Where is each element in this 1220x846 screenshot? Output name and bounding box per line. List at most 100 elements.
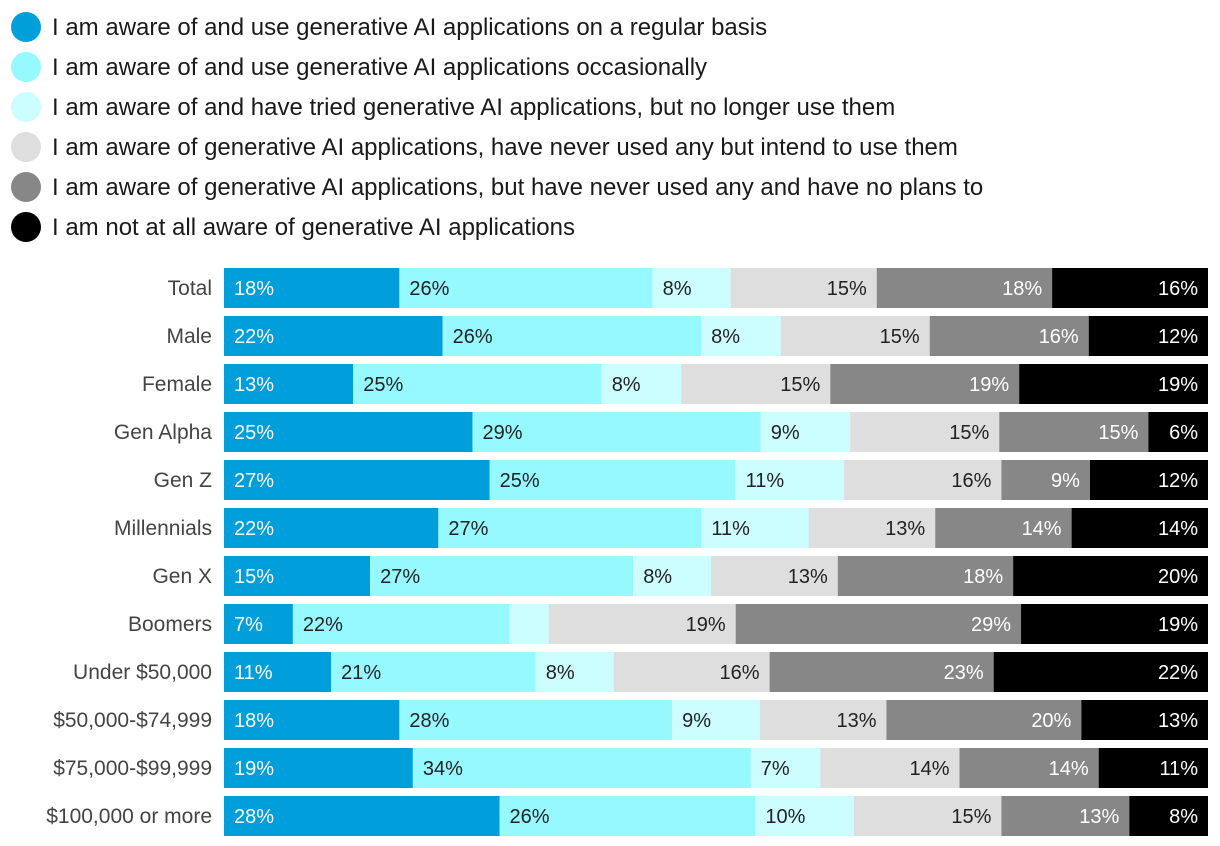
bar-value-label: 27% — [234, 470, 274, 492]
bar-segment — [370, 556, 634, 596]
bar-segment — [759, 700, 887, 740]
bar-value-label: 26% — [409, 278, 449, 300]
category-label: Boomers — [128, 613, 212, 636]
bar-segment — [750, 748, 821, 788]
bar-segment — [730, 268, 877, 308]
bar-row: 27% 25% 11% 16% 9% 12% — [224, 460, 1208, 500]
category-label: Gen Alpha — [114, 421, 212, 444]
bar-value-label: 22% — [234, 326, 274, 348]
bar-value-label: 9% — [771, 422, 800, 444]
bar-segment — [850, 412, 1000, 452]
bar-segment — [1001, 460, 1090, 500]
bar-value-label: 28% — [234, 806, 274, 828]
legend-label: I am aware of and use generative AI appl… — [52, 54, 707, 81]
bar-segment — [999, 412, 1149, 452]
bar-segment — [760, 412, 851, 452]
bar-value-label: 11% — [1159, 758, 1198, 780]
bar-value-label: 25% — [363, 374, 403, 396]
bar-segment — [701, 316, 781, 356]
bar-value-label: 26% — [510, 806, 550, 828]
category-label: $100,000 or more — [46, 805, 212, 828]
legend: I am aware of and use generative AI appl… — [11, 12, 983, 242]
bar-segment — [959, 748, 1099, 788]
legend-swatch — [11, 92, 41, 122]
legend-item: I am not at all aware of generative AI a… — [11, 212, 575, 242]
bar-segment — [820, 748, 960, 788]
bar-segment — [1052, 268, 1208, 308]
category-label: Millennials — [114, 517, 212, 540]
bar-value-label: 21% — [341, 662, 381, 684]
bar-value-label: 7% — [761, 758, 790, 780]
bar-segment — [735, 604, 1022, 644]
bar-value-label: 8% — [663, 278, 692, 300]
bar-row: 22% 27% 11% 13% 14% 14% — [224, 508, 1208, 548]
legend-swatch — [11, 52, 41, 82]
bar-segment — [224, 748, 413, 788]
bar-segment — [843, 460, 1002, 500]
bar-value-label: 15% — [234, 566, 274, 588]
category-label: Male — [166, 325, 212, 348]
legend-item: I am aware of generative AI applications… — [11, 132, 958, 162]
bar-segment — [438, 508, 702, 548]
bar-segment — [442, 316, 702, 356]
bar-segment — [1098, 748, 1208, 788]
bar-value-label: 29% — [482, 422, 522, 444]
bar-value-label: 15% — [827, 278, 867, 300]
bar-value-label: 8% — [546, 662, 575, 684]
legend-label: I am aware of generative AI applications… — [52, 174, 983, 201]
bar-segment — [1081, 700, 1208, 740]
bar-segment — [1089, 460, 1208, 500]
bar-segment — [509, 604, 549, 644]
category-label: $75,000-$99,999 — [53, 757, 212, 780]
bar-value-label: 8% — [643, 566, 672, 588]
bar-segment — [472, 412, 761, 452]
bar-value-label: 13% — [1079, 806, 1119, 828]
bar-row: 18% 28% 9% 13% 20% 13% — [224, 700, 1208, 740]
bar-value-label: 8% — [1169, 806, 1198, 828]
bar-value-label: 11% — [234, 662, 273, 684]
bar-value-label: 15% — [949, 422, 989, 444]
bar-segment — [1013, 556, 1208, 596]
bar-value-label: 13% — [836, 710, 876, 732]
row-labels: Total Male Female Gen Alpha Gen Z Millennials… — [46, 277, 212, 828]
bars: 18% 26% 8% 15% 18% 16% 22% 26% 8% 15% 16% 12% 13% 25%… — [224, 268, 1208, 836]
bar-segment — [780, 316, 930, 356]
bar-segment — [224, 316, 443, 356]
bar-row: 22% 26% 8% 15% 16% 12% — [224, 316, 1208, 356]
bar-value-label: 14% — [909, 758, 949, 780]
bar-value-label: 23% — [944, 662, 984, 684]
legend-swatch — [11, 12, 41, 42]
bar-value-label: 11% — [711, 518, 750, 540]
bar-value-label: 13% — [234, 374, 274, 396]
bar-value-label: 19% — [1158, 374, 1198, 396]
bar-value-label: 10% — [765, 806, 805, 828]
bar-value-label: 15% — [780, 374, 820, 396]
bar-segment — [769, 652, 994, 692]
bar-segment — [935, 508, 1072, 548]
bar-value-label: 18% — [234, 278, 274, 300]
bar-value-label: 8% — [612, 374, 641, 396]
bar-value-label: 16% — [951, 470, 991, 492]
bar-value-label: 12% — [1158, 470, 1198, 492]
bar-segment — [755, 796, 854, 836]
bar-segment — [993, 652, 1208, 692]
bar-value-label: 13% — [1158, 710, 1198, 732]
bar-segment — [412, 748, 751, 788]
bar-segment — [735, 460, 844, 500]
bar-value-label: 22% — [1158, 662, 1198, 684]
bar-segment — [489, 460, 736, 500]
bar-segment — [1001, 796, 1130, 836]
bar-value-label: 19% — [969, 374, 1009, 396]
bar-value-label: 19% — [686, 614, 726, 636]
bar-value-label: 28% — [409, 710, 449, 732]
legend-label: I am aware of and have tried generative … — [52, 94, 895, 121]
bar-segment — [808, 508, 936, 548]
bar-segment — [633, 556, 712, 596]
bar-value-label: 13% — [788, 566, 828, 588]
bar-segment — [499, 796, 756, 836]
bar-segment — [331, 652, 536, 692]
bar-value-label: 15% — [880, 326, 920, 348]
bar-row: 7% 22% 19% 29% 19% — [224, 604, 1208, 644]
bar-value-label: 22% — [303, 614, 343, 636]
legend-label: I am aware of and use generative AI appl… — [52, 14, 767, 41]
